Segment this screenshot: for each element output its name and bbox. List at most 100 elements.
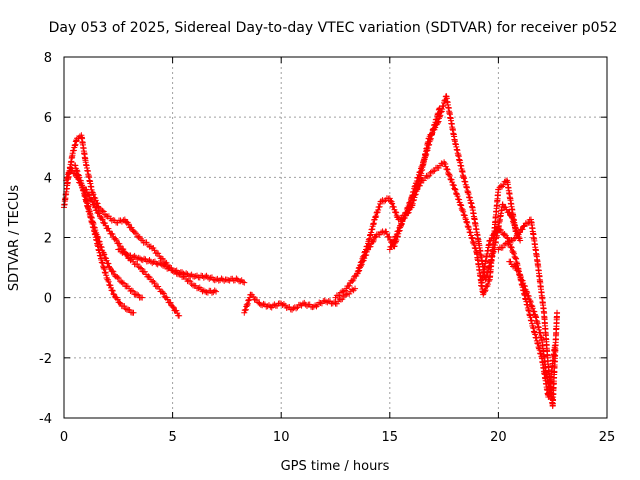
data-point [221,277,228,284]
data-point [170,267,177,274]
data-point [401,215,408,222]
data-point [109,267,116,274]
x-tick-label: 0 [60,430,68,445]
data-point [105,260,112,267]
data-point [508,237,515,244]
data-point [233,275,240,282]
data-point [242,306,249,313]
x-tick-label: 10 [273,430,290,445]
data-point [260,300,267,307]
data-point [192,273,199,280]
data-point [363,251,370,258]
data-point [112,235,119,242]
data-point [486,277,493,284]
data-point [250,293,257,300]
data-point [176,312,183,319]
data-point [446,172,453,179]
data-point [407,199,414,206]
data-point [241,279,248,286]
data-point [517,273,524,280]
x-tick-label: 5 [168,430,176,445]
data-point [381,198,388,205]
data-point [482,287,489,294]
data-point [297,301,304,308]
data-point [98,244,105,251]
data-point [433,121,440,128]
data-point [312,302,319,309]
data-point [373,213,380,220]
data-point [130,253,137,260]
data-point [99,207,106,214]
data-point [527,297,534,304]
data-point [491,231,498,238]
data-point [339,296,346,303]
data-point [508,244,515,251]
data-point [518,277,525,284]
data-point [132,230,139,237]
data-point [91,202,98,209]
data-point [242,307,249,314]
data-point [213,288,220,295]
data-point [407,196,414,203]
series-late-2 [495,216,561,409]
data-point [211,287,218,294]
data-point [340,288,347,295]
data-point [375,207,382,214]
y-tick-label: 8 [44,51,52,66]
data-point [554,309,561,316]
data-point [520,223,527,230]
data-point [72,162,79,169]
data-point [119,279,126,286]
data-point [349,286,356,293]
data-point [352,285,359,292]
data-point [395,227,402,234]
data-point [103,257,110,264]
data-point [83,186,90,193]
data-point [244,302,251,309]
data-point [447,176,454,183]
data-point [164,296,171,303]
data-point [73,167,80,174]
data-point [294,304,301,311]
data-point [452,186,459,193]
data-point [89,198,96,205]
data-point [426,172,433,179]
data-point [386,246,393,253]
data-point [511,250,518,257]
data-point [86,192,93,199]
data-point [389,200,396,207]
data-point [511,263,518,270]
data-point [511,235,518,242]
data-point [303,302,310,309]
data-point [521,282,528,289]
data-point [531,308,538,315]
data-point [449,179,456,186]
data-point [115,275,122,282]
data-point [481,288,488,295]
data-point [392,209,399,216]
data-point [187,278,194,285]
data-point [337,289,344,296]
data-point [172,268,179,275]
data-point [350,276,357,283]
axis-ticks: 0 5 10 15 20 25 -4 -2 0 2 4 6 8 [39,51,615,445]
data-point [74,168,81,175]
data-point [451,186,458,193]
data-point [393,209,400,216]
data-point [358,261,365,268]
data-point [403,209,410,216]
data-point [253,296,260,303]
data-point [324,299,331,306]
data-point [416,182,423,189]
data-point [457,201,464,208]
data-point [405,203,412,210]
data-point [188,281,195,288]
data-point [547,390,554,397]
data-point [94,200,101,207]
data-point [369,239,376,246]
data-point [512,264,519,271]
data-point [118,279,125,286]
data-point [107,282,114,289]
data-point [527,299,534,306]
data-point [134,261,141,268]
